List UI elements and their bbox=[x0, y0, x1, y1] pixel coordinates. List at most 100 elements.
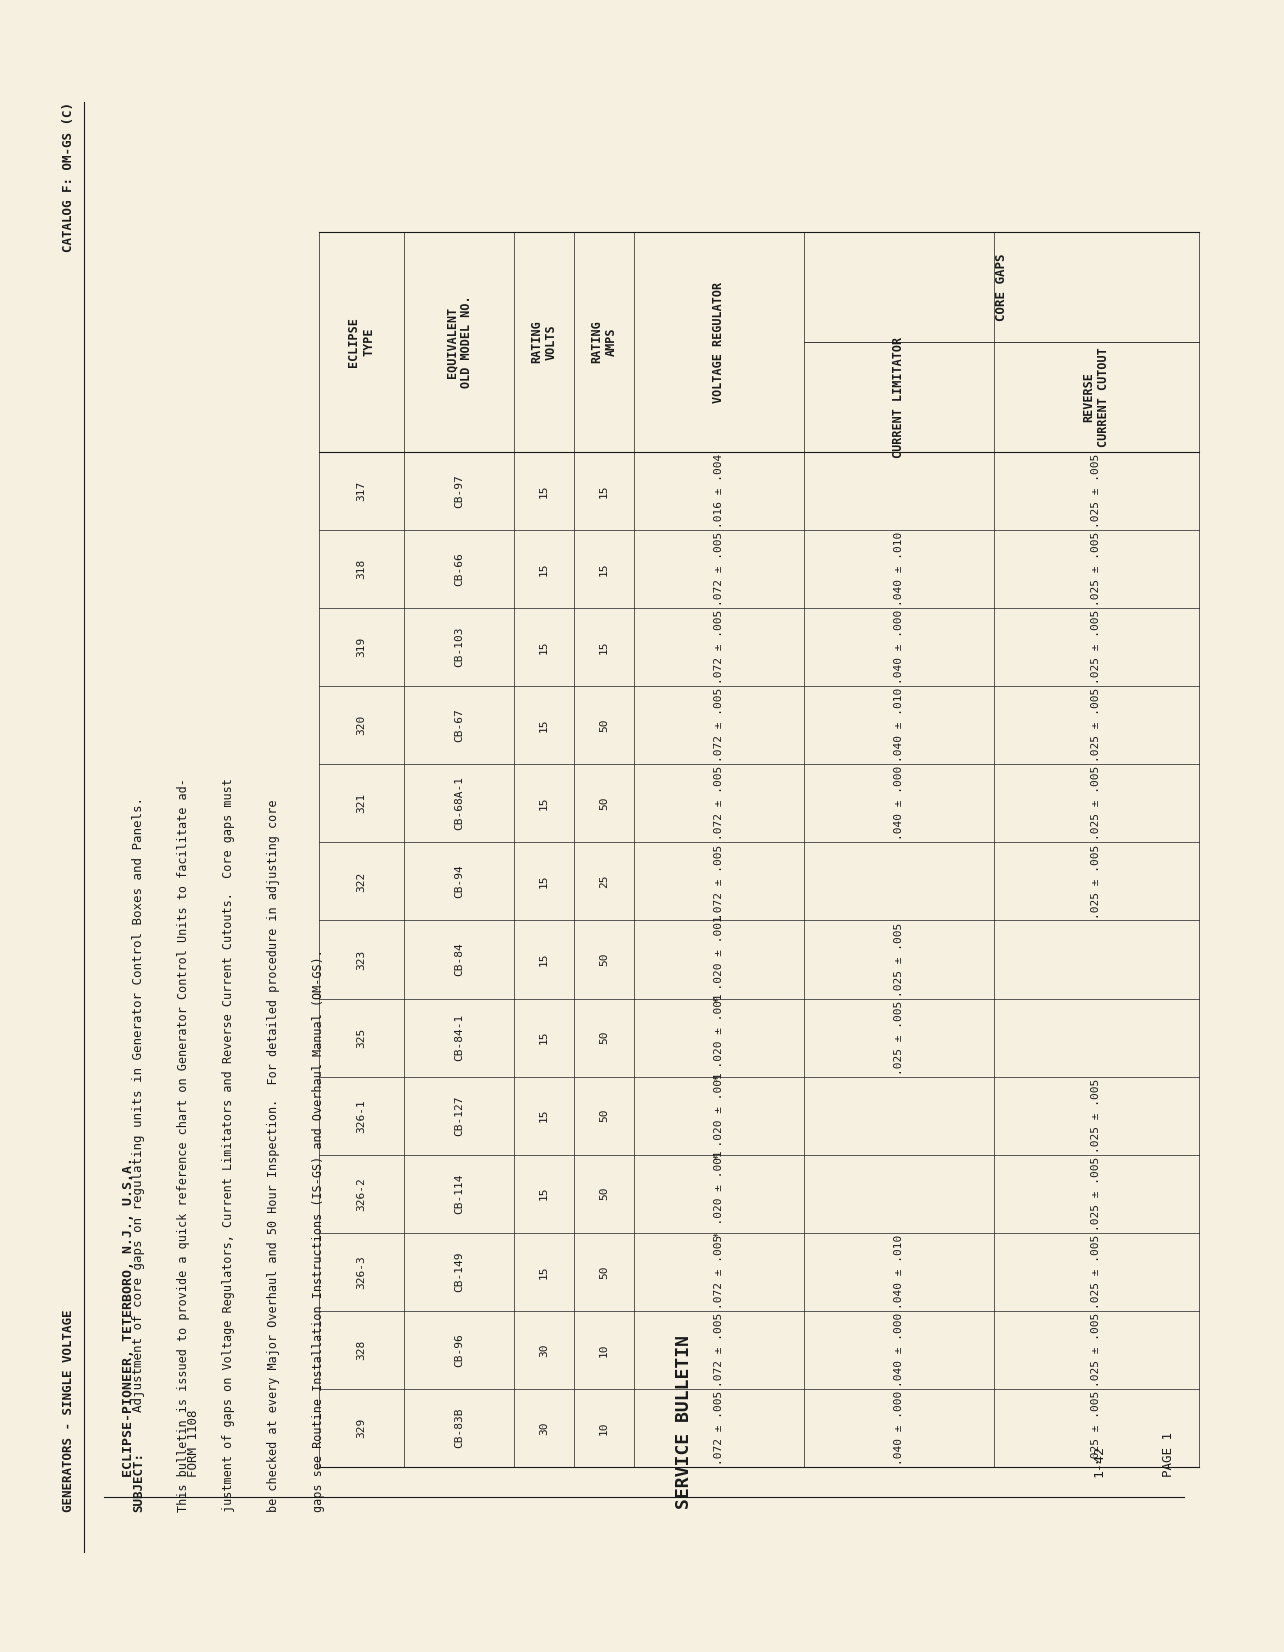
Text: 320: 320 bbox=[357, 715, 366, 735]
Text: .072 ± .005: .072 ± .005 bbox=[714, 610, 724, 684]
Text: CB-84: CB-84 bbox=[455, 943, 464, 976]
Text: 326-3: 326-3 bbox=[357, 1256, 366, 1289]
Text: .072 ± .005: .072 ± .005 bbox=[714, 1234, 724, 1308]
Text: 15: 15 bbox=[539, 719, 550, 732]
Text: .072 ± .005: .072 ± .005 bbox=[714, 844, 724, 919]
Text: 15: 15 bbox=[539, 641, 550, 654]
Text: .025 ± .005: .025 ± .005 bbox=[1091, 844, 1102, 919]
Text: 15: 15 bbox=[539, 953, 550, 966]
Text: 50: 50 bbox=[600, 719, 609, 732]
Text: 15: 15 bbox=[539, 562, 550, 577]
Text: 15: 15 bbox=[600, 641, 609, 654]
Text: 15: 15 bbox=[600, 562, 609, 577]
Text: .040 ± .000: .040 ± .000 bbox=[894, 1313, 904, 1388]
Text: CB-68A-1: CB-68A-1 bbox=[455, 776, 464, 831]
Text: .025 ± .005: .025 ± .005 bbox=[1091, 767, 1102, 841]
Text: gaps see Routine Installation Instructions (IS-GS) and Overhaul Manual (OM-GS).: gaps see Routine Installation Instructio… bbox=[312, 950, 326, 1512]
Text: 50: 50 bbox=[600, 796, 609, 809]
Text: be checked at every Major Overhaul and 50 Hour Inspection.  For detailed procedu: be checked at every Major Overhaul and 5… bbox=[267, 800, 280, 1512]
Text: 328: 328 bbox=[357, 1340, 366, 1360]
Text: * .020 ± .001: * .020 ± .001 bbox=[714, 915, 724, 1003]
Text: 326-2: 326-2 bbox=[357, 1176, 366, 1211]
Text: .025 ± .005: .025 ± .005 bbox=[1091, 1079, 1102, 1153]
Text: .025 ± .005: .025 ± .005 bbox=[1091, 1391, 1102, 1465]
Text: CURRENT LIMITATOR: CURRENT LIMITATOR bbox=[892, 337, 905, 458]
Text: .072 ± .005: .072 ± .005 bbox=[714, 532, 724, 606]
Text: ECLIPSE-PIONEER, TETERBORO, N.J., U.S.A.: ECLIPSE-PIONEER, TETERBORO, N.J., U.S.A. bbox=[122, 1156, 136, 1477]
Text: .025 ± .005: .025 ± .005 bbox=[1091, 1313, 1102, 1388]
Text: 15: 15 bbox=[539, 1265, 550, 1279]
Text: SERVICE BULLETIN: SERVICE BULLETIN bbox=[675, 1335, 693, 1508]
Text: CB-94: CB-94 bbox=[455, 864, 464, 899]
Text: CB-67: CB-67 bbox=[455, 709, 464, 742]
Text: 50: 50 bbox=[600, 1188, 609, 1201]
Text: .025 ± .005: .025 ± .005 bbox=[894, 922, 904, 996]
Text: 1-42: 1-42 bbox=[1093, 1446, 1106, 1477]
Text: 321: 321 bbox=[357, 793, 366, 813]
Text: REVERSE
CURRENT CUTOUT: REVERSE CURRENT CUTOUT bbox=[1082, 347, 1111, 448]
Text: 15: 15 bbox=[539, 1031, 550, 1044]
Text: .040 ± .010: .040 ± .010 bbox=[894, 532, 904, 606]
Text: * .020 ± .001: * .020 ± .001 bbox=[714, 995, 724, 1082]
Text: 50: 50 bbox=[600, 953, 609, 966]
Text: .016 ± .004: .016 ± .004 bbox=[714, 454, 724, 529]
Text: Adjustment of core gaps on regulating units in Generator Control Boxes and Panel: Adjustment of core gaps on regulating un… bbox=[132, 796, 145, 1412]
Text: .040 ± .000: .040 ± .000 bbox=[894, 767, 904, 841]
Text: .072 ± .005: .072 ± .005 bbox=[714, 689, 724, 762]
Text: .025 ± .005: .025 ± .005 bbox=[1091, 610, 1102, 684]
Text: 15: 15 bbox=[600, 484, 609, 497]
Text: 30: 30 bbox=[539, 1343, 550, 1356]
Text: 317: 317 bbox=[357, 481, 366, 501]
Text: 326-1: 326-1 bbox=[357, 1099, 366, 1133]
Text: 10: 10 bbox=[600, 1343, 609, 1356]
Text: 30: 30 bbox=[539, 1421, 550, 1434]
Text: PAGE 1: PAGE 1 bbox=[1162, 1432, 1175, 1477]
Text: CB-149: CB-149 bbox=[455, 1252, 464, 1292]
Text: CATALOG F: OM-GS (C): CATALOG F: OM-GS (C) bbox=[63, 102, 76, 253]
Text: .025 ± .005: .025 ± .005 bbox=[1091, 454, 1102, 529]
Text: .025 ± .005: .025 ± .005 bbox=[1091, 689, 1102, 762]
Text: 50: 50 bbox=[600, 1031, 609, 1044]
Text: 15: 15 bbox=[539, 796, 550, 809]
Text: 25: 25 bbox=[600, 874, 609, 889]
Text: EQUIVALENT
OLD MODEL NO.: EQUIVALENT OLD MODEL NO. bbox=[446, 296, 473, 388]
Text: * .020 ± .001: * .020 ± .001 bbox=[714, 1072, 724, 1160]
Text: 325: 325 bbox=[357, 1028, 366, 1047]
Text: GENERATORS - SINGLE VOLTAGE: GENERATORS - SINGLE VOLTAGE bbox=[63, 1310, 76, 1512]
Text: CB-97: CB-97 bbox=[455, 474, 464, 507]
Text: .040 ± .010: .040 ± .010 bbox=[894, 1234, 904, 1308]
Text: FORM 1108: FORM 1108 bbox=[187, 1409, 200, 1477]
Text: .025 ± .005: .025 ± .005 bbox=[894, 1001, 904, 1075]
Text: RATING
VOLTS: RATING VOLTS bbox=[530, 320, 559, 363]
Text: CB-127: CB-127 bbox=[455, 1095, 464, 1137]
Text: 15: 15 bbox=[539, 1108, 550, 1122]
Text: .025 ± .005: .025 ± .005 bbox=[1091, 1234, 1102, 1308]
Text: This bulletin is issued to provide a quick reference chart on Generator Control : This bulletin is issued to provide a qui… bbox=[177, 778, 190, 1512]
Text: 50: 50 bbox=[600, 1108, 609, 1122]
Text: .072 ± .005: .072 ± .005 bbox=[714, 767, 724, 841]
Text: SUBJECT:: SUBJECT: bbox=[132, 1452, 145, 1512]
Text: CB-66: CB-66 bbox=[455, 552, 464, 586]
Text: * .020 ± .001: * .020 ± .001 bbox=[714, 1150, 724, 1237]
Text: .025 ± .005: .025 ± .005 bbox=[1091, 1156, 1102, 1231]
Text: 15: 15 bbox=[539, 1188, 550, 1201]
Text: justment of gaps on Voltage Regulators, Current Limitators and Reverse Current C: justment of gaps on Voltage Regulators, … bbox=[222, 778, 235, 1512]
Text: 318: 318 bbox=[357, 558, 366, 580]
Text: CORE GAPS: CORE GAPS bbox=[995, 253, 1008, 320]
Text: CB-96: CB-96 bbox=[455, 1333, 464, 1366]
Text: .040 ± .000: .040 ± .000 bbox=[894, 1391, 904, 1465]
Text: 15: 15 bbox=[539, 874, 550, 889]
Text: .025 ± .005: .025 ± .005 bbox=[1091, 532, 1102, 606]
Text: 50: 50 bbox=[600, 1265, 609, 1279]
Text: CB-84-1: CB-84-1 bbox=[455, 1014, 464, 1061]
Text: RATING
AMPS: RATING AMPS bbox=[591, 320, 618, 363]
Text: VOLTAGE REGULATOR: VOLTAGE REGULATOR bbox=[713, 281, 725, 403]
Text: CB-103: CB-103 bbox=[455, 628, 464, 667]
Text: 322: 322 bbox=[357, 871, 366, 892]
Text: CB-114: CB-114 bbox=[455, 1173, 464, 1214]
Text: ECLIPSE
TYPE: ECLIPSE TYPE bbox=[348, 317, 375, 367]
Text: 329: 329 bbox=[357, 1417, 366, 1439]
Text: .040 ± .010: .040 ± .010 bbox=[894, 689, 904, 762]
Text: CB-83B: CB-83B bbox=[455, 1408, 464, 1449]
Text: .072 ± .005: .072 ± .005 bbox=[714, 1313, 724, 1388]
